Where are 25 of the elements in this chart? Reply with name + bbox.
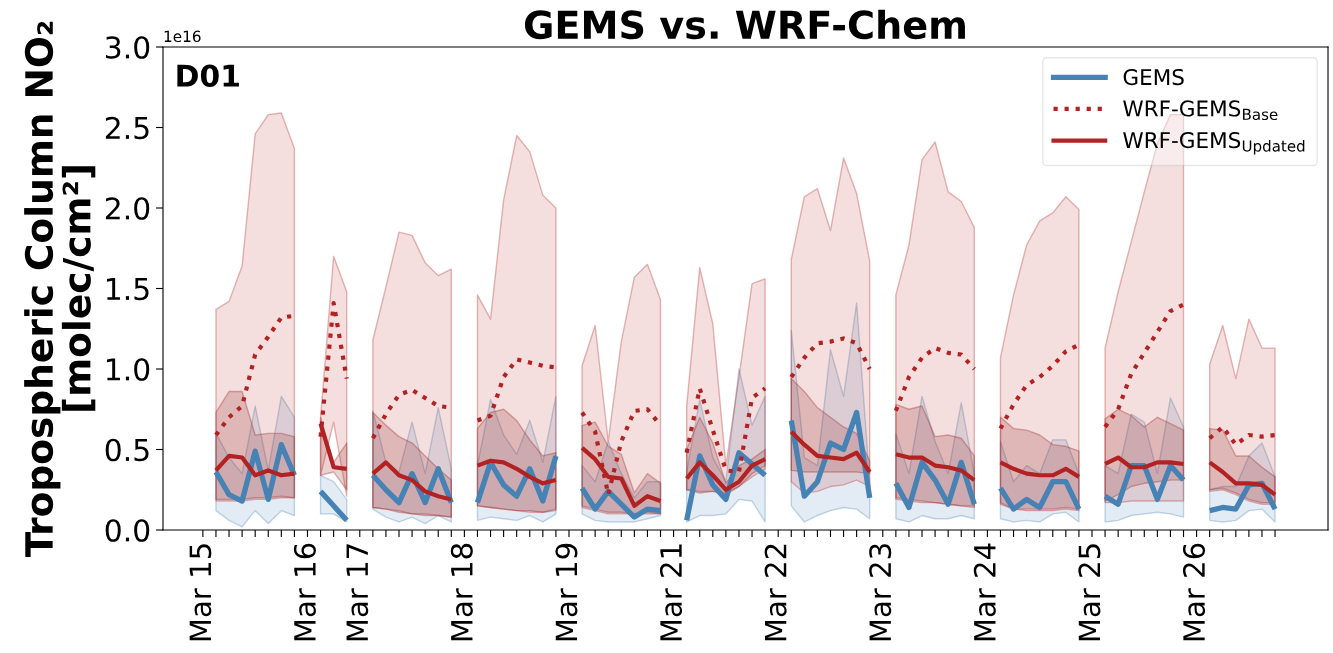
y-tick-label: 3.0 (105, 36, 150, 59)
y-axis-title: Tropospheric Column NO₂ [molec/cm²] (24, 21, 96, 558)
legend-label: WRF-GEMS$_{Base}$ (1123, 100, 1278, 121)
x-tick-label: Mar 15 (189, 544, 212, 641)
x-tick-label: Mar 26 (1183, 543, 1206, 641)
legend-label: GEMS (1123, 68, 1184, 86)
chart-title: GEMS vs. WRF-Chem (524, 9, 965, 40)
y-tick-label: 1.0 (106, 358, 150, 381)
text: 1e16 (164, 30, 201, 43)
x-tick-label: Mar 25 (1078, 544, 1101, 641)
x-tick-label: Mar 21 (659, 544, 683, 641)
x-tick-label: Mar 24 (973, 543, 996, 641)
x-tick-label: Mar 16 (293, 543, 316, 641)
y-tick-label: 2.5 (105, 116, 149, 140)
x-tick-label: Mar 18 (450, 543, 473, 641)
legend-label: WRF-GEMS$_{Updated}$ (1123, 131, 1305, 155)
y-tick-label: 1.5 (106, 278, 149, 301)
y-tick-label: 2.0 (105, 197, 150, 220)
annotation: D01 (177, 64, 239, 88)
y-tick-label: 0.5 (105, 438, 149, 462)
x-tick-label: Mar 23 (869, 544, 892, 641)
x-tick-label: Mar 17 (346, 544, 369, 641)
y-tick-label: 0.0 (105, 519, 150, 542)
x-tick-label: Mar 19 (555, 543, 578, 641)
x-tick-label: Mar 22 (764, 544, 787, 641)
